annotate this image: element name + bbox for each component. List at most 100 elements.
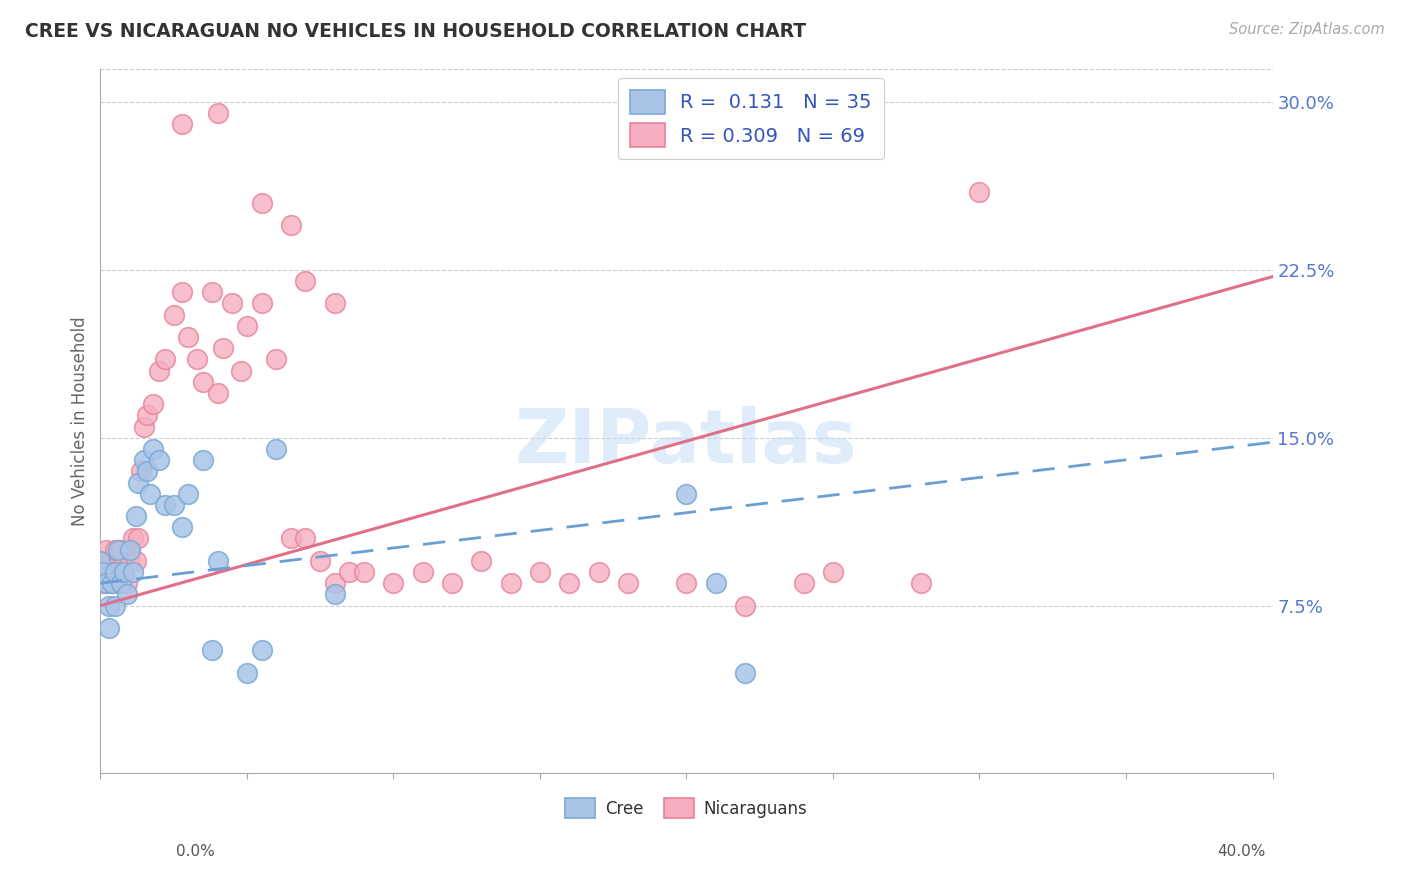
Point	[172, 285, 194, 300]
Point	[529, 565, 551, 579]
Point	[201, 643, 224, 657]
Point	[201, 285, 224, 300]
Point	[134, 419, 156, 434]
Point	[412, 565, 434, 579]
Point	[112, 565, 135, 579]
Point	[172, 520, 194, 534]
Point	[177, 330, 200, 344]
Text: 0.0%: 0.0%	[176, 845, 215, 859]
Point	[280, 218, 302, 232]
Point	[112, 554, 135, 568]
Point	[294, 274, 316, 288]
Point	[98, 554, 121, 568]
Point	[96, 576, 118, 591]
Point	[207, 386, 229, 401]
Point	[127, 532, 149, 546]
Text: ZIPatlas: ZIPatlas	[515, 406, 858, 479]
Point	[207, 106, 229, 120]
Point	[162, 308, 184, 322]
Point	[250, 643, 273, 657]
Point	[91, 565, 114, 579]
Point	[309, 554, 332, 568]
Point	[382, 576, 405, 591]
Point	[153, 498, 176, 512]
Point	[280, 532, 302, 546]
Point	[118, 542, 141, 557]
Point	[101, 576, 124, 591]
Point	[118, 542, 141, 557]
Point	[793, 576, 815, 591]
Point	[124, 509, 146, 524]
Y-axis label: No Vehicles in Household: No Vehicles in Household	[72, 316, 89, 525]
Point	[104, 599, 127, 613]
Point	[191, 453, 214, 467]
Legend: Cree, Nicaraguans: Cree, Nicaraguans	[558, 791, 814, 825]
Point	[89, 565, 111, 579]
Point	[110, 576, 132, 591]
Point	[148, 453, 170, 467]
Point	[98, 621, 121, 635]
Point	[121, 565, 143, 579]
Point	[470, 554, 492, 568]
Point	[148, 363, 170, 377]
Point	[177, 486, 200, 500]
Point	[339, 565, 361, 579]
Point	[139, 486, 162, 500]
Point	[675, 486, 697, 500]
Text: CREE VS NICARAGUAN NO VEHICLES IN HOUSEHOLD CORRELATION CHART: CREE VS NICARAGUAN NO VEHICLES IN HOUSEH…	[25, 22, 807, 41]
Point	[969, 185, 991, 199]
Point	[207, 554, 229, 568]
Point	[734, 599, 756, 613]
Point	[229, 363, 252, 377]
Point	[162, 498, 184, 512]
Point	[101, 554, 124, 568]
Point	[153, 352, 176, 367]
Point	[101, 576, 124, 591]
Point	[353, 565, 375, 579]
Point	[323, 576, 346, 591]
Point	[236, 318, 259, 333]
Point	[98, 565, 121, 579]
Point	[136, 409, 159, 423]
Point	[294, 532, 316, 546]
Point	[910, 576, 932, 591]
Point	[323, 296, 346, 310]
Point	[124, 554, 146, 568]
Text: Source: ZipAtlas.com: Source: ZipAtlas.com	[1229, 22, 1385, 37]
Point	[250, 195, 273, 210]
Point	[121, 532, 143, 546]
Point	[142, 442, 165, 456]
Point	[250, 296, 273, 310]
Text: 40.0%: 40.0%	[1218, 845, 1265, 859]
Point	[323, 587, 346, 601]
Point	[499, 576, 522, 591]
Point	[112, 565, 135, 579]
Point	[107, 576, 129, 591]
Point	[118, 554, 141, 568]
Point	[107, 542, 129, 557]
Point	[221, 296, 243, 310]
Point	[172, 118, 194, 132]
Point	[104, 565, 127, 579]
Point	[821, 565, 844, 579]
Point	[675, 576, 697, 591]
Point	[734, 665, 756, 680]
Point	[236, 665, 259, 680]
Point	[104, 565, 127, 579]
Point	[91, 565, 114, 579]
Point	[107, 542, 129, 557]
Point	[134, 453, 156, 467]
Point	[96, 576, 118, 591]
Point	[96, 542, 118, 557]
Point	[89, 554, 111, 568]
Point	[617, 576, 640, 591]
Point	[136, 464, 159, 478]
Point	[588, 565, 610, 579]
Point	[558, 576, 581, 591]
Point	[142, 397, 165, 411]
Point	[110, 565, 132, 579]
Point	[115, 587, 138, 601]
Point	[440, 576, 463, 591]
Point	[264, 352, 287, 367]
Point	[212, 341, 235, 355]
